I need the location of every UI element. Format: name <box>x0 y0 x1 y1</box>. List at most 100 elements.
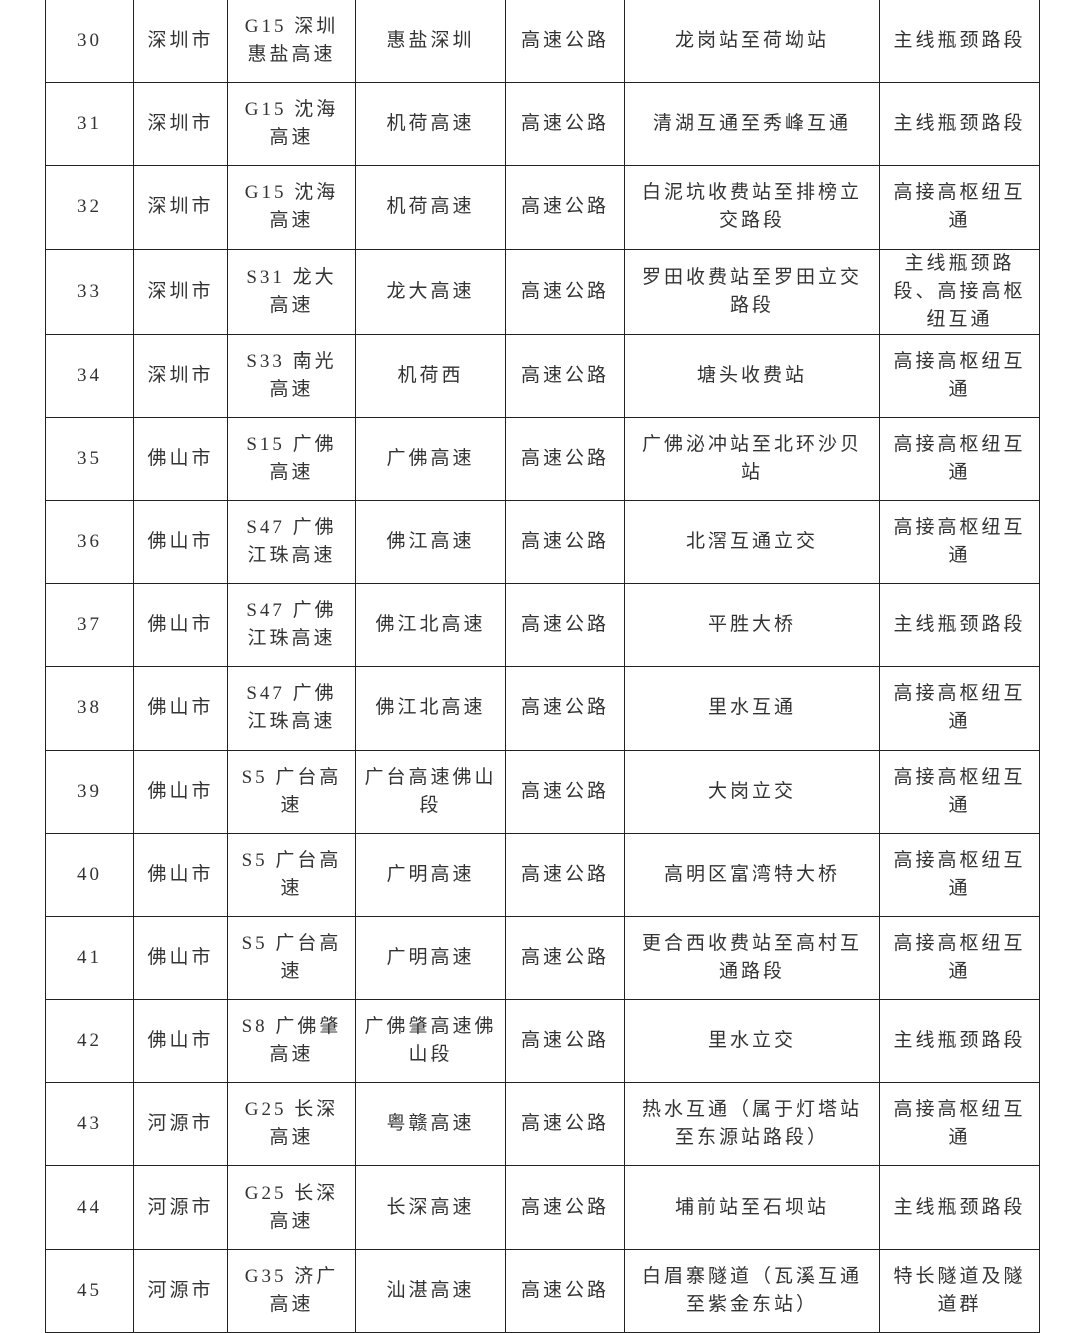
category: 高接高枢纽互通 <box>879 915 1040 1001</box>
category: 高接高枢纽互通 <box>879 165 1040 250</box>
location: 平胜大桥 <box>624 583 880 668</box>
city: 深圳市 <box>133 248 228 335</box>
table-row: 34 深圳市 S33 南光高速 机荷西 高速公路 塘头收费站 高接高枢纽互通 <box>45 333 1040 418</box>
road-type: 高速公路 <box>505 749 625 834</box>
location: 广佛泌冲站至北环沙贝站 <box>624 416 880 501</box>
location: 高明区富湾特大桥 <box>624 832 880 917</box>
table-row: 31 深圳市 G15 沈海高速 机荷高速 高速公路 清湖互通至秀峰互通 主线瓶颈路段 <box>45 82 1040 167</box>
category: 主线瓶颈路段、高接高枢纽互通 <box>879 248 1040 335</box>
city: 佛山市 <box>133 999 228 1084</box>
table-body: 30 深圳市 G15 深圳惠盐高速 惠盐深圳 高速公路 龙岗站至荷坳站 主线瓶颈路段 31 深圳… <box>45 0 1040 1333</box>
road-type: 高速公路 <box>505 416 625 501</box>
route-code: S5 广台高速 <box>227 915 356 1001</box>
road-name: 佛江北高速 <box>355 666 506 751</box>
location: 清湖互通至秀峰互通 <box>624 82 880 167</box>
road-type: 高速公路 <box>505 0 625 84</box>
row-number: 30 <box>45 0 134 84</box>
route-code: S5 广台高速 <box>227 832 356 917</box>
route-code: S8 广佛肇高速 <box>227 999 356 1084</box>
city: 佛山市 <box>133 915 228 1001</box>
table-row: 40 佛山市 S5 广台高速 广明高速 高速公路 高明区富湾特大桥 高接高枢纽互通 <box>45 832 1040 917</box>
location: 白泥坑收费站至排榜立交路段 <box>624 165 880 250</box>
city: 深圳市 <box>133 333 228 418</box>
category: 高接高枢纽互通 <box>879 416 1040 501</box>
city: 深圳市 <box>133 82 228 167</box>
road-name: 广佛高速 <box>355 416 506 501</box>
road-type: 高速公路 <box>505 499 625 585</box>
table-row: 44 河源市 G25 长深高速 长深高速 高速公路 埔前站至石坝站 主线瓶颈路段 <box>45 1165 1040 1250</box>
table-row: 43 河源市 G25 长深高速 粤赣高速 高速公路 热水互通（属于灯塔站至东源站路段） 高接… <box>45 1082 1040 1167</box>
category: 高接高枢纽互通 <box>879 499 1040 585</box>
category: 主线瓶颈路段 <box>879 0 1040 84</box>
row-number: 31 <box>45 82 134 167</box>
row-number: 43 <box>45 1082 134 1167</box>
city: 佛山市 <box>133 832 228 917</box>
location: 大岗立交 <box>624 749 880 834</box>
category: 高接高枢纽互通 <box>879 749 1040 834</box>
route-code: G25 长深高速 <box>227 1082 356 1167</box>
route-code: S5 广台高速 <box>227 749 356 834</box>
table-row: 33 深圳市 S31 龙大高速 龙大高速 高速公路 罗田收费站至罗田立交路段 主线瓶颈路段、… <box>45 248 1040 335</box>
road-name: 机荷西 <box>355 333 506 418</box>
row-number: 38 <box>45 666 134 751</box>
row-number: 44 <box>45 1165 134 1250</box>
road-name: 粤赣高速 <box>355 1082 506 1167</box>
route-code: G15 沈海高速 <box>227 165 356 250</box>
road-name: 广明高速 <box>355 832 506 917</box>
road-name: 长深高速 <box>355 1165 506 1250</box>
location: 罗田收费站至罗田立交路段 <box>624 248 880 335</box>
row-number: 41 <box>45 915 134 1001</box>
table-row: 45 河源市 G35 济广高速 汕湛高速 高速公路 白眉寨隧道（瓦溪互通至紫金东站） 特长隧… <box>45 1248 1040 1333</box>
location: 里水互通 <box>624 666 880 751</box>
road-name: 汕湛高速 <box>355 1248 506 1333</box>
row-number: 39 <box>45 749 134 834</box>
table-row: 30 深圳市 G15 深圳惠盐高速 惠盐深圳 高速公路 龙岗站至荷坳站 主线瓶颈路段 <box>45 0 1040 84</box>
category: 高接高枢纽互通 <box>879 832 1040 917</box>
table-row: 37 佛山市 S47 广佛江珠高速 佛江北高速 高速公路 平胜大桥 主线瓶颈路段 <box>45 583 1040 668</box>
city: 深圳市 <box>133 0 228 84</box>
city: 河源市 <box>133 1082 228 1167</box>
route-code: G35 济广高速 <box>227 1248 356 1333</box>
category: 主线瓶颈路段 <box>879 1165 1040 1250</box>
row-number: 32 <box>45 165 134 250</box>
row-number: 42 <box>45 999 134 1084</box>
route-code: G15 深圳惠盐高速 <box>227 0 356 84</box>
road-name: 佛江高速 <box>355 499 506 585</box>
city: 佛山市 <box>133 416 228 501</box>
road-type: 高速公路 <box>505 666 625 751</box>
city: 佛山市 <box>133 499 228 585</box>
route-code: S33 南光高速 <box>227 333 356 418</box>
route-code: S47 广佛江珠高速 <box>227 499 356 585</box>
route-code: S47 广佛江珠高速 <box>227 583 356 668</box>
category: 高接高枢纽互通 <box>879 1082 1040 1167</box>
table-row: 41 佛山市 S5 广台高速 广明高速 高速公路 更合西收费站至高村互通路段 高接高枢纽互通 <box>45 915 1040 1001</box>
road-type: 高速公路 <box>505 832 625 917</box>
road-type: 高速公路 <box>505 915 625 1001</box>
city: 佛山市 <box>133 749 228 834</box>
row-number: 34 <box>45 333 134 418</box>
row-number: 45 <box>45 1248 134 1333</box>
road-name: 广明高速 <box>355 915 506 1001</box>
table-row: 36 佛山市 S47 广佛江珠高速 佛江高速 高速公路 北滘互通立交 高接高枢纽互通 <box>45 499 1040 585</box>
location: 塘头收费站 <box>624 333 880 418</box>
row-number: 35 <box>45 416 134 501</box>
data-table: 30 深圳市 G15 深圳惠盐高速 惠盐深圳 高速公路 龙岗站至荷坳站 主线瓶颈路段 31 深圳… <box>45 0 1040 1333</box>
category: 特长隧道及隧道群 <box>879 1248 1040 1333</box>
table-row: 42 佛山市 S8 广佛肇高速 广佛肇高速佛山段 高速公路 里水立交 主线瓶颈路段 <box>45 999 1040 1084</box>
row-number: 36 <box>45 499 134 585</box>
road-type: 高速公路 <box>505 82 625 167</box>
road-type: 高速公路 <box>505 1248 625 1333</box>
city: 深圳市 <box>133 165 228 250</box>
category: 高接高枢纽互通 <box>879 333 1040 418</box>
route-code: S31 龙大高速 <box>227 248 356 335</box>
road-type: 高速公路 <box>505 999 625 1084</box>
location: 更合西收费站至高村互通路段 <box>624 915 880 1001</box>
city: 河源市 <box>133 1248 228 1333</box>
table-row: 32 深圳市 G15 沈海高速 机荷高速 高速公路 白泥坑收费站至排榜立交路段 高接高枢纽互… <box>45 165 1040 250</box>
route-code: S47 广佛江珠高速 <box>227 666 356 751</box>
location: 龙岗站至荷坳站 <box>624 0 880 84</box>
row-number: 37 <box>45 583 134 668</box>
location: 里水立交 <box>624 999 880 1084</box>
route-code: G15 沈海高速 <box>227 82 356 167</box>
